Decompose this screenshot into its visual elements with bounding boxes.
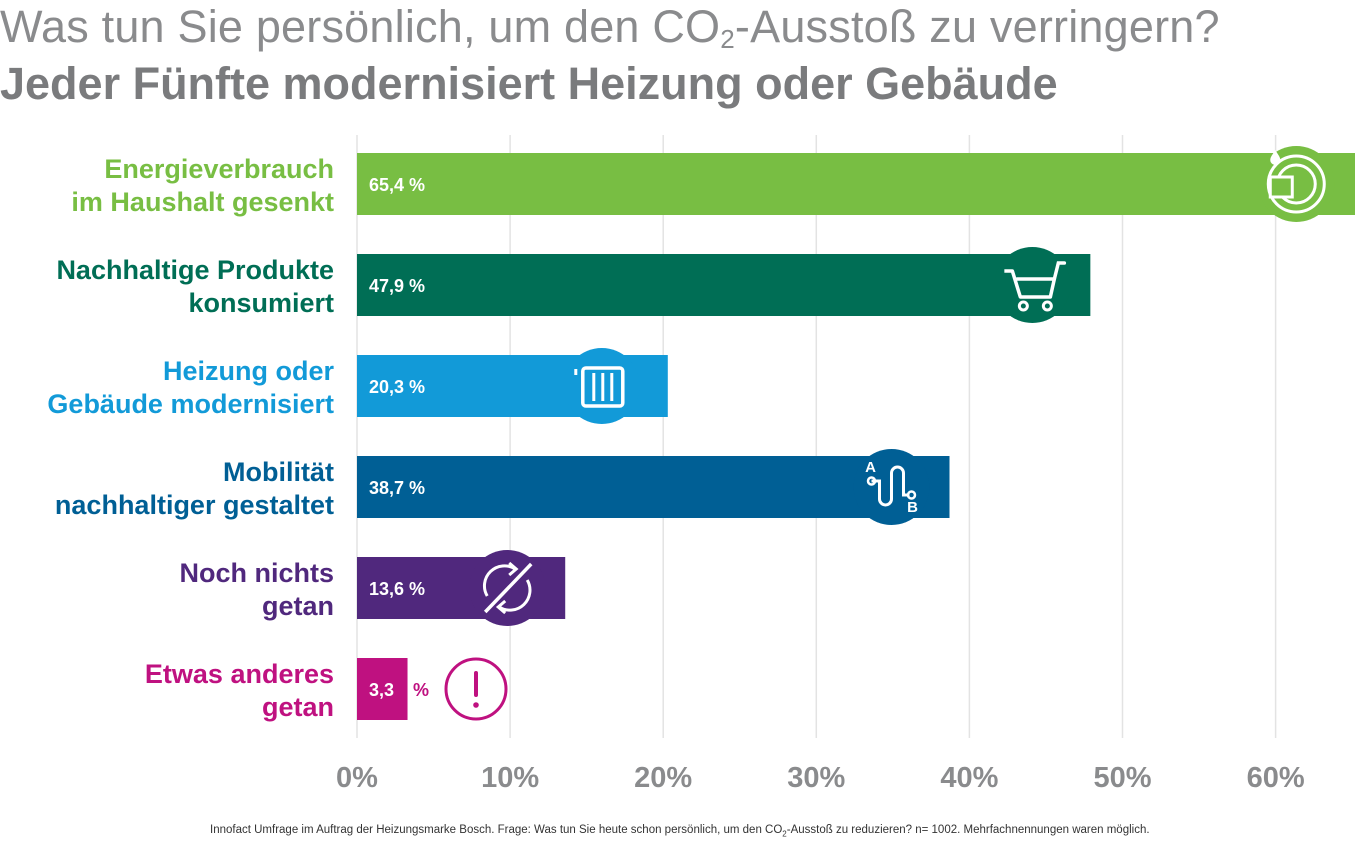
dishwasher-icon — [1258, 146, 1335, 222]
category-label: nachhaltiger gestaltet — [55, 490, 334, 520]
shopping-cart-icon — [994, 247, 1071, 323]
category-label: Mobilität — [223, 457, 334, 487]
category-label: getan — [262, 591, 334, 621]
value-label: 13,6 % — [369, 579, 425, 599]
value-label: 20,3 % — [369, 377, 425, 397]
x-tick-label: 30% — [787, 762, 845, 794]
footnote-source: Innofact Umfrage im Auftrag der Heizungs… — [210, 824, 1150, 839]
exclamation-icon — [444, 657, 508, 721]
bar — [357, 153, 1355, 215]
category-label: Nachhaltige Produkte — [56, 255, 334, 285]
category-label: Etwas anderes — [145, 659, 334, 689]
chart-title-headline: Jeder Fünfte modernisiert Heizung oder G… — [0, 58, 1058, 109]
value-label: 3,3 — [369, 680, 394, 700]
no-cycle-icon — [469, 550, 546, 626]
x-tick-label: 20% — [634, 762, 692, 794]
x-tick-label: 60% — [1247, 762, 1305, 794]
radiator-icon — [563, 348, 640, 424]
bar — [357, 456, 950, 518]
x-tick-label: 40% — [940, 762, 998, 794]
bar — [357, 254, 1091, 316]
svg-text:A: A — [865, 459, 876, 476]
route-a-to-b-icon: AB — [853, 449, 930, 525]
category-label: Noch nichts — [179, 558, 334, 588]
x-tick-label: 0% — [336, 762, 378, 794]
svg-text:B: B — [907, 499, 918, 516]
category-label: konsumiert — [188, 288, 334, 318]
category-label: Gebäude modernisiert — [47, 389, 334, 419]
category-label: Heizung oder — [163, 356, 334, 386]
x-tick-label: 50% — [1093, 762, 1151, 794]
value-unit-label: % — [413, 680, 429, 700]
bar — [357, 658, 408, 720]
value-label: 47,9 % — [369, 276, 425, 296]
value-label: 38,7 % — [369, 478, 425, 498]
x-tick-label: 10% — [481, 762, 539, 794]
category-label: Energieverbrauch — [104, 154, 334, 184]
category-label: im Haushalt gesenkt — [71, 187, 334, 217]
category-label: getan — [262, 692, 334, 722]
value-label: 65,4 % — [369, 175, 425, 195]
chart-title-question: Was tun Sie persönlich, um den CO2-Ausst… — [0, 1, 1220, 54]
